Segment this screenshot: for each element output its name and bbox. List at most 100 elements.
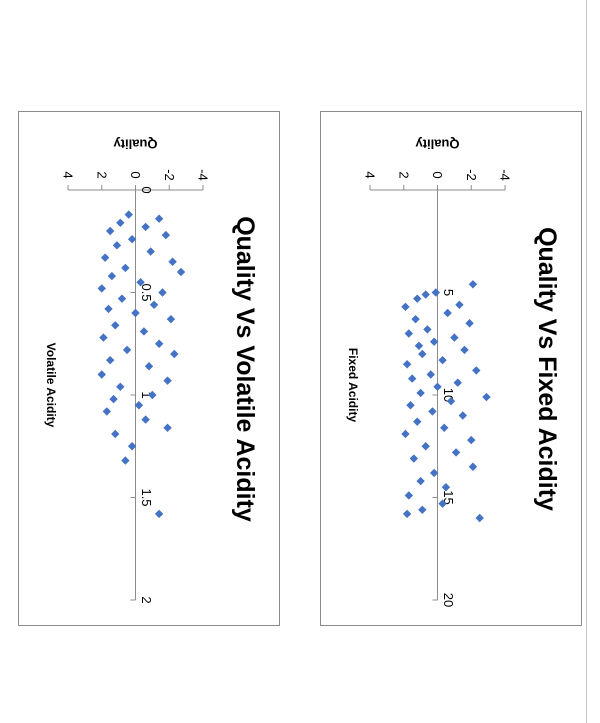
data-point — [168, 257, 177, 266]
page-right-rule — [586, 0, 587, 723]
data-point — [465, 319, 474, 328]
data-point — [112, 241, 122, 250]
data-point — [136, 278, 145, 287]
data-point — [170, 349, 179, 359]
data-point — [428, 407, 437, 416]
data-point — [121, 263, 130, 273]
quality-tick-label: 0 — [430, 171, 445, 178]
data-point — [468, 280, 478, 289]
data-point — [443, 308, 452, 318]
data-point — [413, 294, 422, 303]
data-point — [111, 429, 120, 439]
data-point — [116, 218, 125, 227]
data-point — [460, 345, 469, 355]
data-point — [97, 284, 106, 293]
data-point — [404, 491, 414, 500]
y-axis-title: Quality — [415, 137, 460, 152]
x-tick-label: 0.5 — [139, 283, 154, 301]
data-point — [105, 226, 115, 236]
data-point — [402, 509, 412, 519]
data-point — [440, 423, 449, 432]
data-point — [117, 294, 127, 303]
data-point — [407, 374, 417, 383]
data-point — [161, 230, 171, 240]
data-point — [438, 355, 447, 365]
fixed-acidity-chart-frame: Quality Vs Fixed Acidity -4 -2 0 2 4 5 10 15 20 Qu… — [320, 111, 582, 626]
quality-tick-label: -2 — [162, 169, 177, 181]
data-point — [116, 382, 125, 391]
data-point — [416, 388, 425, 398]
data-point — [441, 483, 451, 492]
data-point — [411, 314, 420, 324]
data-point — [472, 366, 481, 375]
data-point — [458, 411, 468, 420]
data-point — [450, 333, 459, 342]
y-axis-title: Quality — [113, 137, 158, 152]
data-point — [111, 321, 120, 330]
data-point — [401, 429, 410, 439]
chart-title: Quality Vs Fixed Acidity — [533, 227, 561, 511]
data-point — [406, 401, 415, 410]
x-tick-label: 1.5 — [139, 488, 154, 506]
data-point — [451, 448, 461, 457]
chart-title: Quality Vs Volatile Acidity — [231, 216, 259, 522]
volatile-acidity-scatter-chart: Quality Vs Volatile Acidity -4 -2 0 2 4 0 0.5 1 1… — [44, 137, 259, 604]
data-point — [154, 509, 164, 519]
data-point — [124, 210, 133, 219]
x-tick-label: 5 — [441, 289, 456, 296]
data-point — [413, 417, 422, 426]
data-point — [475, 513, 484, 523]
data-point — [97, 370, 106, 379]
data-point — [409, 454, 419, 463]
data-point — [158, 288, 167, 297]
data-point — [144, 362, 154, 371]
data-point — [107, 271, 117, 281]
data-point — [446, 396, 456, 406]
data-point — [421, 290, 430, 299]
data-point — [163, 376, 172, 385]
data-point — [166, 314, 176, 324]
quality-tick-label: -4 — [498, 169, 513, 181]
volatile-acidity-chart-frame: Quality Vs Volatile Acidity -4 -2 0 2 4 0 0.5 1 1… — [18, 111, 280, 626]
data-point — [418, 349, 427, 359]
data-point — [401, 302, 410, 312]
data-point — [141, 415, 150, 424]
data-point — [122, 345, 132, 355]
data-point — [104, 304, 113, 314]
data-point — [429, 468, 439, 478]
data-point — [402, 360, 412, 369]
data-point — [414, 341, 424, 350]
x-tick-label: 0 — [139, 186, 154, 193]
data-point — [131, 308, 140, 318]
data-point — [416, 476, 425, 486]
x-tick-label: 15 — [441, 490, 456, 504]
data-point — [433, 382, 442, 391]
quality-tick-label: 4 — [61, 171, 76, 178]
data-point — [149, 300, 159, 309]
data-point — [467, 435, 476, 445]
quality-tick-label: -2 — [464, 169, 479, 181]
data-point — [154, 214, 164, 223]
data-point — [421, 442, 430, 451]
x-axis-title: Fixed Acidity — [346, 348, 360, 423]
data-point — [100, 253, 110, 262]
data-point — [163, 423, 172, 432]
data-point — [423, 325, 432, 334]
fixed-acidity-scatter-chart: Quality Vs Fixed Acidity-4-20245101520Qu… — [346, 137, 561, 608]
data-point — [404, 329, 414, 338]
data-point — [99, 333, 108, 342]
data-point — [105, 355, 115, 365]
data-point — [176, 267, 186, 277]
quality-tick-label: 2 — [94, 171, 109, 178]
x-tick-label: 2 — [139, 596, 154, 603]
quality-tick-label: 2 — [396, 171, 411, 178]
quality-tick-label: -4 — [196, 169, 211, 181]
data-point — [127, 235, 137, 244]
data-point — [431, 288, 441, 297]
x-axis-title: Volatile Acidity — [44, 343, 58, 428]
data-point — [438, 499, 447, 508]
quality-tick-label: 0 — [128, 171, 143, 178]
data-point — [148, 390, 157, 400]
data-point — [146, 247, 155, 256]
data-point — [121, 456, 130, 465]
